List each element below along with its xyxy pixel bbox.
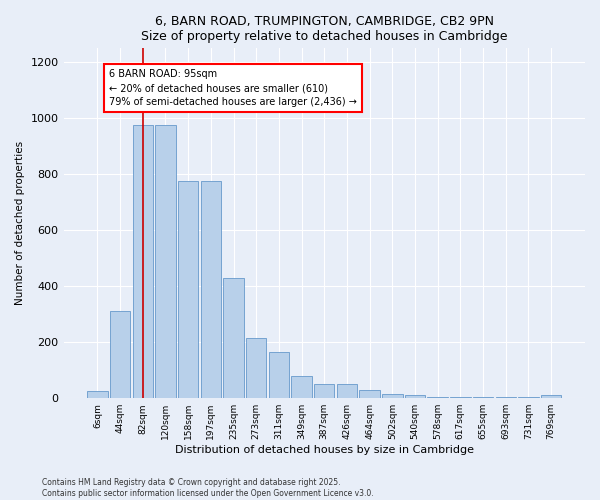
Bar <box>246 338 266 398</box>
Bar <box>337 384 357 398</box>
Title: 6, BARN ROAD, TRUMPINGTON, CAMBRIDGE, CB2 9PN
Size of property relative to detac: 6, BARN ROAD, TRUMPINGTON, CAMBRIDGE, CB… <box>141 15 508 43</box>
Text: 6 BARN ROAD: 95sqm
← 20% of detached houses are smaller (610)
79% of semi-detach: 6 BARN ROAD: 95sqm ← 20% of detached hou… <box>109 70 356 108</box>
Bar <box>427 397 448 398</box>
Bar <box>518 397 539 398</box>
Y-axis label: Number of detached properties: Number of detached properties <box>15 141 25 306</box>
Bar <box>223 278 244 398</box>
Bar <box>450 397 470 398</box>
Bar <box>473 397 493 398</box>
Bar <box>359 390 380 398</box>
Bar <box>541 396 561 398</box>
Text: Contains HM Land Registry data © Crown copyright and database right 2025.
Contai: Contains HM Land Registry data © Crown c… <box>42 478 374 498</box>
Bar <box>87 391 107 398</box>
Bar <box>405 396 425 398</box>
Bar <box>200 182 221 398</box>
Bar <box>110 312 130 398</box>
Bar <box>314 384 334 398</box>
X-axis label: Distribution of detached houses by size in Cambridge: Distribution of detached houses by size … <box>175 445 474 455</box>
Bar <box>382 394 403 398</box>
Bar <box>178 182 199 398</box>
Bar <box>292 376 312 398</box>
Bar <box>269 352 289 398</box>
Bar <box>155 126 176 398</box>
Bar <box>496 397 516 398</box>
Bar <box>133 126 153 398</box>
